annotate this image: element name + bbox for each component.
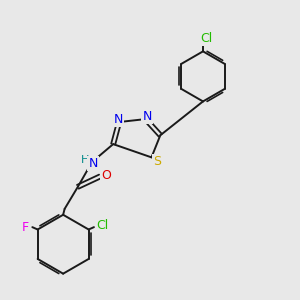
Text: N: N [88,157,98,170]
Text: O: O [101,169,111,182]
Text: N: N [114,113,123,126]
Text: Cl: Cl [96,220,108,232]
Text: F: F [22,220,29,234]
Text: Cl: Cl [200,32,213,45]
Text: N: N [142,110,152,123]
Text: S: S [153,155,161,168]
Text: H: H [81,155,89,165]
